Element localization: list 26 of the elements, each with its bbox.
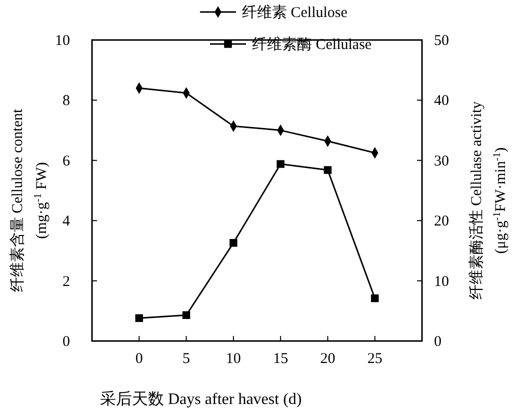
y2-tick-label: 10: [434, 274, 449, 290]
point: [182, 311, 190, 319]
x-tick-label: 25: [367, 351, 382, 367]
y-tick-label: 6: [62, 153, 70, 170]
x-tick-label: 15: [273, 351, 288, 367]
point: [324, 166, 332, 174]
x-tick-label: 20: [320, 351, 336, 367]
point: [370, 294, 379, 302]
y-tick-label: 2: [62, 274, 70, 290]
y-tick-label: 0: [62, 334, 70, 350]
y-tick-label: 4: [62, 214, 70, 230]
y2-tick-label: 20: [434, 214, 449, 230]
y2-tick-label: 30: [434, 153, 449, 170]
legend-label: 纤维素 Cellulose: [242, 4, 348, 21]
x-tick-label: 5: [182, 351, 190, 367]
point: [230, 239, 238, 247]
y2-tick-label: 40: [434, 93, 449, 110]
x-axis-title: 采后天数 Days after havest (d): [100, 390, 302, 408]
point: [135, 314, 144, 322]
y-tick-label: 10: [55, 33, 70, 49]
x-tick-label: 0: [135, 351, 143, 367]
x-tick-label: 10: [226, 351, 241, 367]
y-tick-label: 8: [62, 93, 70, 110]
y2-tick-label: 0: [434, 334, 442, 350]
y2-tick-label: 50: [434, 33, 449, 49]
point: [276, 160, 284, 168]
